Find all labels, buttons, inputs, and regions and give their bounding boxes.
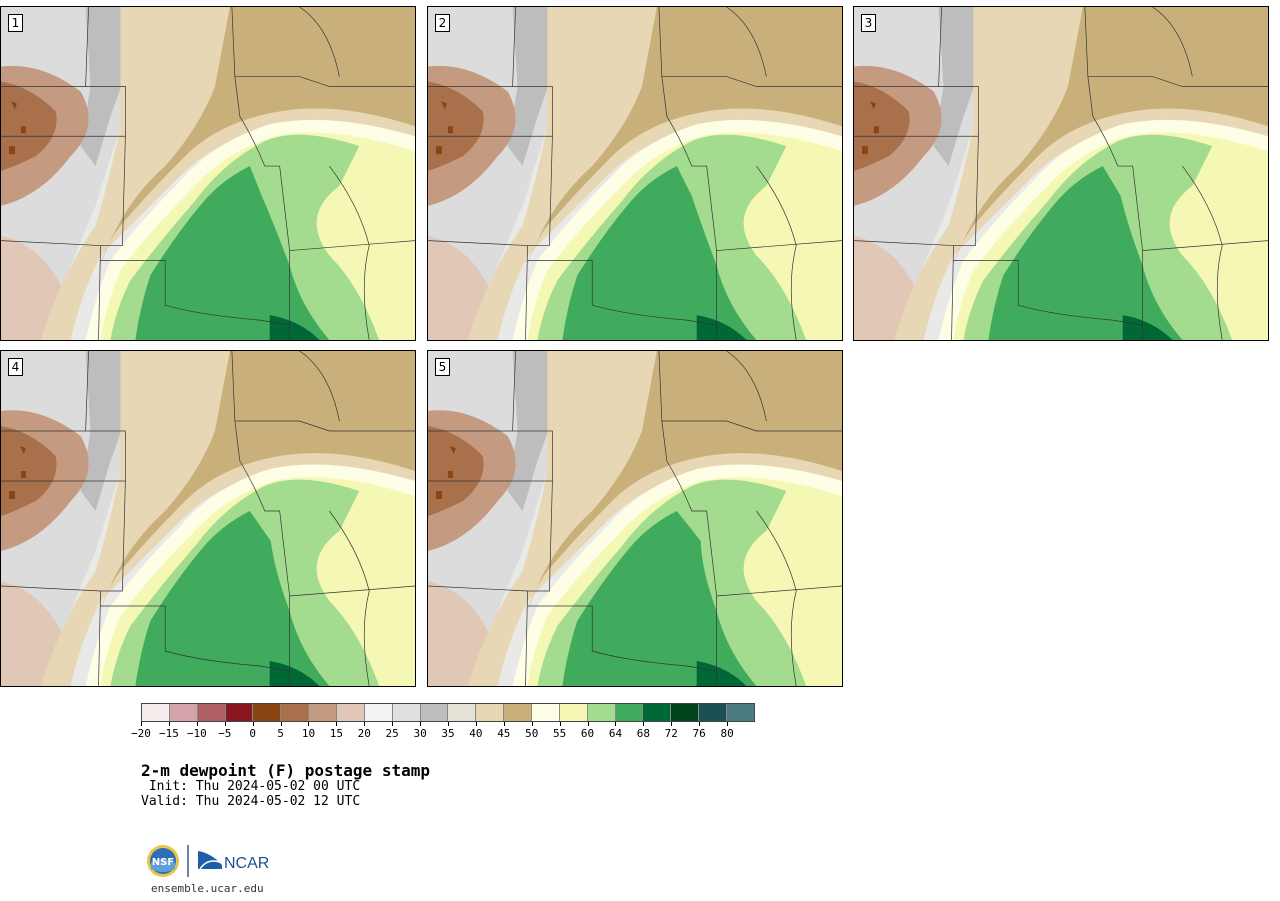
colorbar-swatch <box>532 704 560 721</box>
colorbar-tick-mark <box>448 722 449 726</box>
colorbar-tick-label: 45 <box>497 727 511 740</box>
colorbar-tick-mark <box>531 722 533 726</box>
colorbar-tick-label: 40 <box>469 727 483 740</box>
map-panel-2: 2 <box>427 6 843 341</box>
colorbar-swatch <box>420 704 449 721</box>
member-label: 5 <box>435 358 450 376</box>
colorbar-tick-label: −10 <box>186 727 207 740</box>
colorbar-tick-mark <box>252 722 254 726</box>
colorbar-tick-mark <box>699 722 701 726</box>
colorbar-swatch <box>253 704 282 721</box>
dewpoint-map <box>1 351 415 686</box>
colorbar-ticks: −20 −15 −10 −5 0 5 10 15 20 25 30 35 40 45 50 55 60 64 68 7… <box>131 722 755 742</box>
colorbar-swatch <box>364 704 393 721</box>
colorbar-tick-label: 15 <box>329 727 343 740</box>
colorbar-tick-mark <box>503 722 505 726</box>
colorbar-tick-label: 10 <box>301 727 316 740</box>
colorbar-tick-mark <box>364 722 366 726</box>
colorbar-tick-label: 30 <box>413 727 427 740</box>
colorbar-tick-mark <box>224 722 226 726</box>
colorbar-tick-label: −15 <box>158 727 179 740</box>
colorbar-swatch <box>671 704 700 721</box>
colorbar-tick-mark <box>587 722 589 726</box>
map-panel-1: 1 <box>0 6 416 341</box>
colorbar-tick-mark <box>392 722 394 726</box>
nsf-logo: NSF <box>147 845 179 877</box>
colorbar <box>141 703 755 722</box>
colorbar-tick-mark <box>643 722 645 726</box>
colorbar-tick-label: 60 <box>580 727 595 740</box>
colorbar-swatch <box>587 704 616 721</box>
colorbar-tick-mark <box>671 722 673 726</box>
colorbar-swatch <box>615 704 644 721</box>
dewpoint-map <box>1 7 415 340</box>
colorbar-swatch <box>448 704 477 721</box>
colorbar-tick-label: 50 <box>525 727 539 740</box>
colorbar-tick-mark <box>336 722 338 726</box>
dewpoint-map <box>428 7 842 340</box>
init-time: Init: Thu 2024-05-02 00 UTC <box>141 779 361 794</box>
colorbar-swatch <box>337 704 365 721</box>
colorbar-swatch <box>197 704 226 721</box>
dewpoint-map <box>428 351 842 686</box>
colorbar-swatch <box>392 704 421 721</box>
colorbar-tick-mark <box>475 722 477 726</box>
colorbar-tick-mark <box>168 722 170 726</box>
map-panel-4: 4 <box>0 350 416 687</box>
colorbar-tick-mark <box>280 722 282 726</box>
colorbar-tick-label: 5 <box>277 727 284 740</box>
colorbar-swatch <box>476 704 505 721</box>
colorbar-swatch <box>504 704 533 721</box>
colorbar-tick-label: 76 <box>692 727 706 740</box>
colorbar-tick-label: −5 <box>218 727 232 740</box>
svg-text:NCAR: NCAR <box>224 855 269 872</box>
colorbar-tick-label: 68 <box>636 727 650 740</box>
website-url: ensemble.ucar.edu <box>151 882 264 895</box>
colorbar-tick-label: −20 <box>131 727 151 740</box>
colorbar-tick-label: 35 <box>441 727 455 740</box>
colorbar-swatch <box>559 704 588 721</box>
colorbar-tick-mark <box>727 722 729 726</box>
colorbar-swatch <box>309 704 338 721</box>
colorbar-tick-mark <box>196 722 198 726</box>
colorbar-swatch <box>142 704 170 721</box>
colorbar-swatch <box>169 704 198 721</box>
svg-text:NSF: NSF <box>152 857 174 868</box>
member-label: 2 <box>435 14 450 32</box>
logo-group: NSF NCAR <box>145 843 275 879</box>
colorbar-swatch <box>225 704 254 721</box>
colorbar-tick-label: 25 <box>385 727 399 740</box>
dewpoint-map <box>854 7 1268 340</box>
colorbar-swatch <box>281 704 310 721</box>
member-label: 3 <box>861 14 876 32</box>
colorbar-tick-label: 64 <box>608 727 623 740</box>
colorbar-swatch <box>643 704 672 721</box>
colorbar-tick-mark <box>308 722 310 726</box>
colorbar-tick-label: 72 <box>664 727 678 740</box>
colorbar-tick-mark <box>420 722 422 726</box>
colorbar-swatch <box>699 704 728 721</box>
colorbar-swatch <box>727 704 754 721</box>
colorbar-tick-label: 80 <box>720 727 734 740</box>
ncar-logo: NCAR <box>198 851 269 872</box>
map-panel-5: 5 <box>427 350 843 687</box>
colorbar-tick-mark <box>615 722 617 726</box>
colorbar-tick-label: 0 <box>249 727 256 740</box>
map-panel-3: 3 <box>853 6 1269 341</box>
colorbar-tick-mark <box>141 722 142 726</box>
valid-time: Valid: Thu 2024-05-02 12 UTC <box>141 794 361 809</box>
colorbar-tick-mark <box>559 722 561 726</box>
member-label: 4 <box>8 358 23 376</box>
plot-title: 2-m dewpoint (F) postage stamp <box>141 761 430 780</box>
member-label: 1 <box>8 14 23 32</box>
colorbar-tick-label: 20 <box>357 727 371 740</box>
colorbar-tick-label: 55 <box>553 727 567 740</box>
